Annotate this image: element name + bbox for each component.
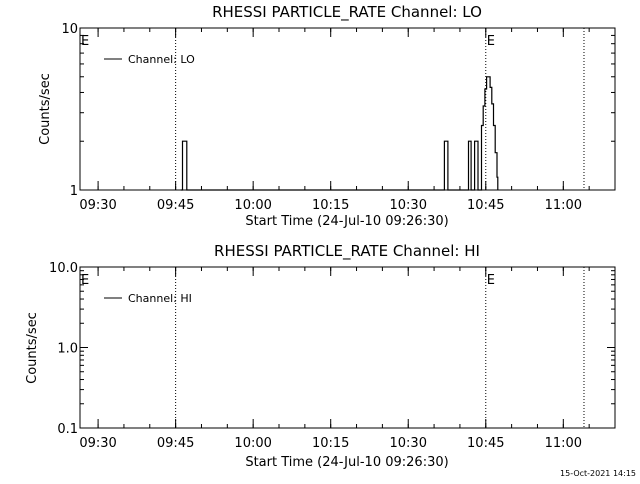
lo-event-marker: E [81, 34, 89, 49]
lo-x-tick-label: 09:30 [79, 198, 116, 213]
footer-timestamp: 15-Oct-2021 14:15 [560, 469, 636, 478]
hi-y-tick-label: 10.0 [49, 261, 78, 276]
lo-x-tick-label: 09:45 [157, 198, 194, 213]
lo-y-axis-label: Counts/sec [38, 73, 53, 145]
hi-x-axis-label: Start Time (24-Jul-10 09:26:30) [245, 455, 448, 470]
hi-x-tick-label: 10:30 [390, 436, 427, 451]
hi-x-tick-label: 11:00 [545, 436, 582, 451]
lo-x-tick-label: 10:30 [390, 198, 427, 213]
hi-y-tick-label: 0.1 [57, 422, 78, 437]
hi-event-marker: E [81, 273, 89, 288]
hi-channel-panel: RHESSI PARTICLE_RATE Channel: HI Start T… [25, 242, 616, 470]
lo-event-marker: E [487, 34, 495, 49]
lo-x-tick-label: 10:15 [312, 198, 349, 213]
lo-x-tick-label: 11:00 [545, 198, 582, 213]
lo-x-tick-label: 10:45 [467, 198, 504, 213]
hi-x-tick-label: 10:00 [234, 436, 271, 451]
lo-y-tick-label: 1 [70, 184, 78, 199]
hi-y-axis-label: Counts/sec [25, 312, 40, 384]
lo-series-line [180, 76, 499, 191]
lo-legend-label: Channel: LO [128, 53, 195, 66]
lo-x-tick-label: 10:00 [234, 198, 271, 213]
hi-chart-title: RHESSI PARTICLE_RATE Channel: HI [214, 242, 480, 261]
hi-y-tick-label: 1.0 [57, 342, 78, 357]
hi-x-tick-label: 10:15 [312, 436, 349, 451]
hi-event-marker: E [487, 273, 495, 288]
hi-x-tick-label: 10:45 [467, 436, 504, 451]
lo-y-tick-label: 10 [61, 22, 78, 37]
lo-channel-panel: RHESSI PARTICLE_RATE Channel: LO Start T… [38, 3, 616, 229]
lo-chart-title: RHESSI PARTICLE_RATE Channel: LO [212, 3, 482, 22]
lo-x-axis-label: Start Time (24-Jul-10 09:26:30) [245, 214, 448, 229]
hi-x-tick-label: 09:30 [79, 436, 116, 451]
hi-x-tick-label: 09:45 [157, 436, 194, 451]
hi-legend-label: Channel: HI [128, 292, 192, 305]
